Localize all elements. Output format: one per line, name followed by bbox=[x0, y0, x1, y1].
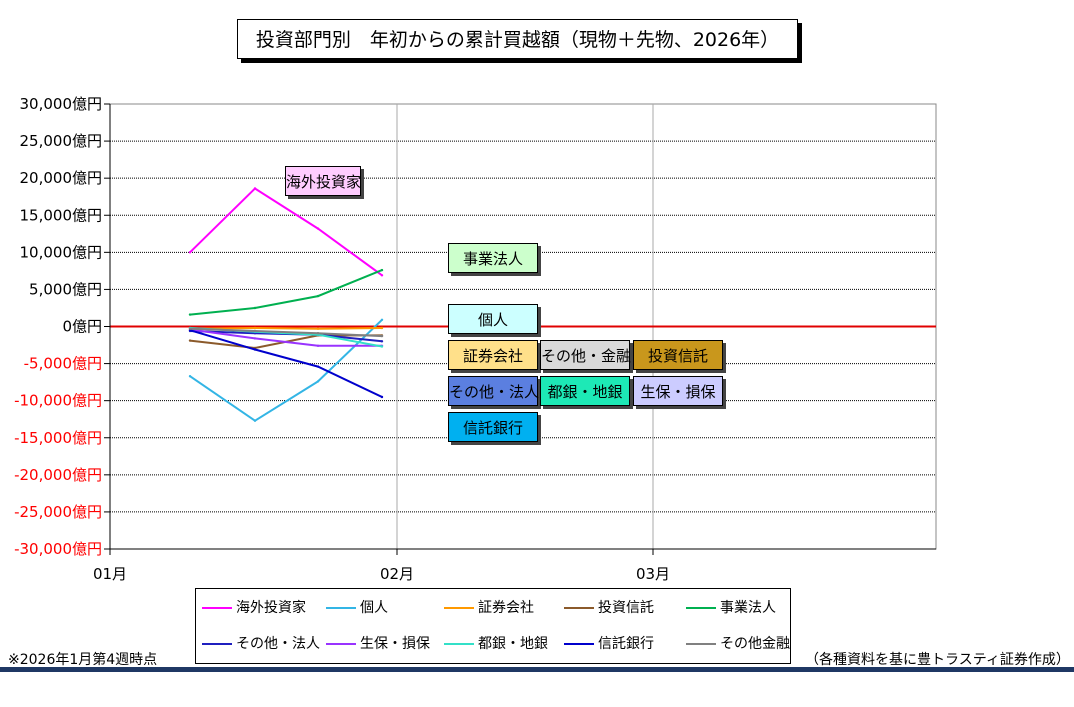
series-label: その他・法人 bbox=[448, 376, 539, 406]
legend-item: その他・法人 bbox=[202, 635, 320, 653]
series-label: 証券会社 bbox=[448, 340, 538, 370]
chart-title: 投資部門別 年初からの累計買越額（現物＋先物、2026年） bbox=[237, 19, 798, 59]
legend-swatch bbox=[686, 643, 716, 645]
legend-label: 個人 bbox=[360, 600, 388, 616]
data-point bbox=[380, 340, 384, 343]
data-point bbox=[380, 318, 384, 321]
data-point bbox=[380, 268, 384, 272]
y-tick-label: -20,000億円 bbox=[14, 466, 102, 484]
legend-swatch bbox=[202, 643, 232, 645]
data-point bbox=[188, 375, 192, 378]
data-point bbox=[253, 306, 257, 310]
series-label: 信託銀行 bbox=[448, 412, 538, 442]
series-label: 海外投資家 bbox=[285, 166, 361, 196]
series-label: 事業法人 bbox=[448, 243, 538, 273]
bottom-rule bbox=[0, 667, 1074, 672]
legend-item: 個人 bbox=[326, 599, 388, 617]
x-tick-label: 01月 bbox=[93, 565, 127, 583]
series-line-2 bbox=[189, 326, 383, 330]
legend-item: 信託銀行 bbox=[564, 635, 654, 653]
data-point bbox=[253, 419, 257, 422]
series-label: 個人 bbox=[448, 304, 538, 334]
data-point bbox=[253, 329, 257, 333]
data-point bbox=[380, 274, 384, 277]
series-line-8 bbox=[189, 329, 383, 398]
y-tick-label: 25,000億円 bbox=[20, 132, 103, 150]
data-point bbox=[380, 326, 384, 330]
legend-item: 証券会社 bbox=[444, 599, 534, 617]
legend-swatch bbox=[326, 607, 356, 609]
data-point bbox=[253, 326, 257, 330]
legend-label: その他・法人 bbox=[236, 636, 320, 652]
legend-swatch bbox=[564, 643, 594, 645]
legend-item: 事業法人 bbox=[686, 599, 776, 617]
footnote-source: （各種資料を基に豊トラスティ証券作成） bbox=[805, 652, 1070, 668]
data-point bbox=[188, 327, 192, 330]
legend-item: その他金融 bbox=[686, 635, 790, 653]
legend-item: 投資信託 bbox=[564, 599, 654, 617]
legend-label: その他金融 bbox=[720, 636, 790, 652]
y-tick-label: 0億円 bbox=[62, 318, 102, 336]
y-tick-label: 20,000億円 bbox=[20, 169, 103, 187]
legend-item: 海外投資家 bbox=[202, 599, 306, 617]
y-tick-label: -5,000億円 bbox=[24, 355, 102, 373]
series-line-6 bbox=[189, 328, 382, 347]
legend-swatch bbox=[686, 607, 716, 609]
y-tick-label: -30,000億円 bbox=[14, 540, 102, 558]
y-tick-label: 5,000億円 bbox=[29, 280, 102, 298]
series-label: その他・金融 bbox=[540, 340, 631, 370]
data-point bbox=[316, 365, 320, 368]
data-point bbox=[316, 294, 320, 298]
series-line-9 bbox=[189, 327, 383, 338]
series-line-1 bbox=[189, 319, 383, 422]
data-point bbox=[316, 344, 320, 347]
series-label: 生保・損保 bbox=[633, 376, 723, 406]
data-point bbox=[188, 313, 192, 316]
legend-swatch bbox=[202, 607, 232, 609]
x-tick-label: 02月 bbox=[380, 565, 414, 583]
legend-label: 投資信託 bbox=[598, 600, 654, 616]
data-point bbox=[188, 339, 192, 342]
series-line-4 bbox=[189, 269, 383, 316]
legend-swatch bbox=[444, 643, 474, 645]
data-point bbox=[253, 187, 257, 190]
data-point bbox=[316, 227, 320, 230]
y-tick-label: -15,000億円 bbox=[14, 429, 102, 447]
series-line-0 bbox=[189, 187, 383, 277]
legend-label: 事業法人 bbox=[720, 600, 776, 616]
y-tick-label: 10,000億円 bbox=[20, 243, 103, 261]
data-point bbox=[380, 345, 384, 348]
series-label: 投資信託 bbox=[633, 340, 723, 370]
y-tick-label: 15,000億円 bbox=[20, 206, 103, 224]
legend-item: 生保・損保 bbox=[326, 635, 430, 653]
legend-swatch bbox=[326, 643, 356, 645]
legend-label: 生保・損保 bbox=[360, 636, 430, 652]
data-point bbox=[253, 337, 257, 340]
data-point bbox=[316, 332, 320, 335]
legend-label: 証券会社 bbox=[478, 600, 534, 616]
legend-label: 信託銀行 bbox=[598, 636, 654, 652]
data-point bbox=[380, 395, 384, 399]
y-tick-label: 30,000億円 bbox=[20, 95, 103, 113]
legend-swatch bbox=[444, 607, 474, 609]
x-tick-label: 03月 bbox=[636, 565, 670, 583]
y-tick-label: -25,000億円 bbox=[14, 503, 102, 521]
series-label: 都銀・地銀 bbox=[540, 376, 630, 406]
legend-label: 都銀・地銀 bbox=[478, 636, 548, 652]
legend-swatch bbox=[564, 607, 594, 609]
legend-item: 都銀・地銀 bbox=[444, 635, 548, 653]
y-tick-label: -10,000億円 bbox=[14, 392, 102, 410]
footnote-date: ※2026年1月第4週時点 bbox=[8, 652, 158, 668]
data-point bbox=[253, 348, 257, 351]
data-point bbox=[188, 251, 192, 254]
chart-legend: 海外投資家 個人 証券会社 投資信託 事業法人その他・法人 生保・損保 都銀・地銀 信託銀行 そ… bbox=[195, 588, 791, 664]
legend-label: 海外投資家 bbox=[236, 600, 306, 616]
data-point bbox=[316, 380, 320, 383]
data-point bbox=[316, 327, 320, 330]
data-point bbox=[380, 334, 384, 338]
